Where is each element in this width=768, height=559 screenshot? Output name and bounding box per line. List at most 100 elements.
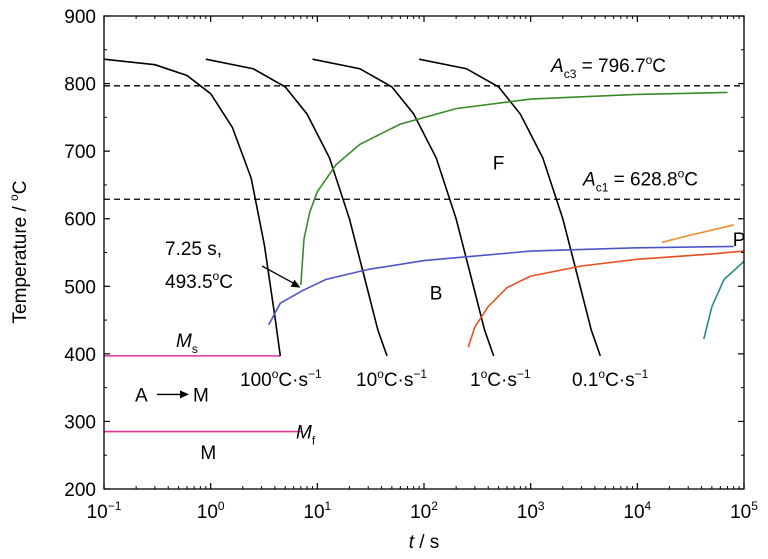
y-tick-label: 500 — [64, 277, 96, 298]
rate-value: 0.1 — [572, 370, 598, 391]
x-tick-base: 10 — [197, 502, 218, 523]
cooling-curve-2 — [312, 58, 495, 357]
region-label-3: M — [200, 443, 216, 464]
label-sub: f — [312, 434, 316, 448]
x-tick-base: 10 — [730, 502, 751, 523]
y-axis-title: Temperature / oC — [7, 181, 31, 324]
x-tick-exp: 4 — [645, 499, 652, 513]
region-label-1: B — [430, 283, 443, 304]
critical-label-symbol: A — [582, 169, 596, 190]
y-tick-label: 900 — [64, 7, 96, 28]
label-symbol: M — [176, 331, 192, 352]
critical-label-sub: c1 — [596, 180, 609, 194]
x-tick-exp: −1 — [108, 499, 122, 513]
region-label-2: P — [733, 230, 746, 251]
transformation-curve-3 — [661, 224, 734, 244]
critical-label-sup: o — [678, 166, 685, 180]
x-axis-title-symbol: t — [409, 532, 415, 553]
critical-label-value: = 628.8 — [608, 169, 677, 190]
cooling-curve-3 — [418, 58, 602, 357]
annotation-arrow-shaft — [261, 265, 295, 285]
critical-label-sub: c3 — [564, 67, 577, 81]
annotation-temp: 493.5oC — [165, 269, 233, 293]
x-tick-base: 10 — [303, 502, 324, 523]
cooling-rate-label-0: 100oC·s−1 — [240, 367, 322, 391]
critical-label-c1: Ac1 = 628.8oC — [582, 166, 698, 194]
annotation-temp-sup: o — [213, 269, 220, 283]
x-tick-label: 102 — [410, 499, 438, 523]
y-tick-label: 700 — [64, 142, 96, 163]
rate-exp: −1 — [517, 367, 531, 381]
x-tick-label: 104 — [623, 499, 651, 523]
y-tick-label: 300 — [64, 412, 96, 433]
transform-label-austenite: A — [135, 385, 148, 406]
y-axis-title-text: Temperature / — [10, 201, 31, 324]
rate-sup: o — [272, 367, 279, 381]
rate-unit: C·s — [605, 370, 635, 391]
x-axis-title-unit: / s — [414, 532, 439, 553]
critical-label-value: = 796.7 — [576, 56, 645, 77]
x-axis-title: t / s — [409, 532, 440, 553]
x-tick-exp: 3 — [538, 499, 545, 513]
transformation-curve-0 — [300, 91, 728, 285]
x-tick-label: 101 — [303, 499, 331, 523]
y-tick-label: 200 — [64, 480, 96, 501]
cooling-curve-1 — [205, 58, 388, 357]
x-tick-label: 10−1 — [87, 499, 122, 523]
annotation-temp-unit: C — [219, 272, 233, 293]
annotation-temp-value: 493.5 — [165, 272, 213, 293]
mf-label: Mf — [296, 423, 316, 448]
x-tick-exp: 2 — [431, 499, 438, 513]
rate-sup: o — [377, 367, 384, 381]
x-tick-label: 100 — [197, 499, 225, 523]
x-tick-exp: 5 — [751, 499, 758, 513]
label-sub: s — [192, 342, 198, 356]
cooling-rate-label-3: 0.1oC·s−1 — [572, 367, 649, 391]
cooling-rate-label-2: 1oC·s−1 — [470, 367, 531, 391]
rate-value: 10 — [356, 370, 377, 391]
rate-value: 100 — [240, 370, 272, 391]
rate-exp: −1 — [413, 367, 427, 381]
transformation-curve-4 — [703, 260, 745, 340]
rate-exp: −1 — [308, 367, 322, 381]
transformation-curve-2 — [467, 250, 745, 348]
critical-label-c3: Ac3 = 796.7oC — [550, 53, 666, 81]
y-tick-label: 600 — [64, 210, 96, 231]
transform-label-martensite: M — [193, 385, 209, 406]
critical-label-unit: C — [652, 56, 666, 77]
y-axis-title-sup: o — [7, 194, 21, 201]
region-label-0: F — [493, 154, 505, 175]
y-axis-title-unit: C — [10, 181, 31, 195]
rate-sup: o — [598, 367, 605, 381]
x-tick-label: 105 — [730, 499, 758, 523]
cooling-curve-0 — [103, 58, 282, 357]
rate-exp: −1 — [635, 367, 649, 381]
critical-label-unit: C — [684, 169, 698, 190]
annotation-arrow-head — [290, 279, 301, 288]
ms-label: Ms — [176, 331, 198, 356]
rate-unit: C·s — [278, 370, 308, 391]
annotation-time: 7.25 s, — [165, 239, 222, 260]
critical-label-sup: o — [646, 53, 653, 67]
cooling-rate-label-1: 10oC·s−1 — [356, 367, 427, 391]
x-tick-exp: 0 — [218, 499, 225, 513]
x-tick-exp: 1 — [325, 499, 332, 513]
x-tick-base: 10 — [623, 502, 644, 523]
x-tick-base: 10 — [410, 502, 431, 523]
rate-unit: C·s — [384, 370, 414, 391]
x-tick-label: 103 — [517, 499, 545, 523]
y-tick-label: 400 — [64, 345, 96, 366]
critical-label-symbol: A — [550, 56, 564, 77]
plot-curves — [103, 58, 745, 433]
rate-sup: o — [481, 367, 488, 381]
transformation-curve-1 — [267, 245, 734, 326]
label-symbol: M — [296, 423, 312, 444]
x-tick-base: 10 — [517, 502, 538, 523]
x-tick-base: 10 — [87, 502, 108, 523]
y-tick-label: 800 — [64, 75, 96, 96]
rate-unit: C·s — [487, 370, 517, 391]
transform-arrow-head — [180, 390, 189, 399]
